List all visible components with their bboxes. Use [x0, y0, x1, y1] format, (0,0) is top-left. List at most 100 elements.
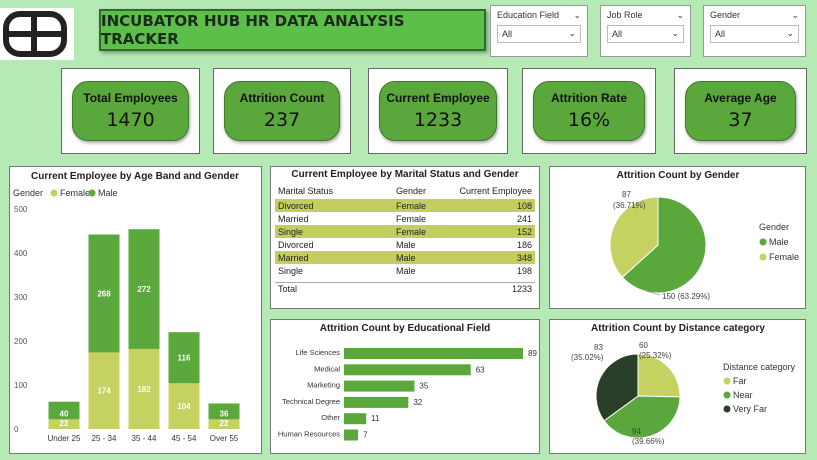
legend-title: Distance category — [723, 362, 796, 372]
pie-slice-very-far[interactable] — [595, 353, 639, 422]
pie-slice-near[interactable] — [603, 395, 681, 439]
y-tick-label: 400 — [14, 249, 28, 258]
table-row[interactable]: Single Female 152 — [275, 225, 535, 238]
leader-line — [634, 200, 644, 210]
slice-label: 87 — [622, 190, 631, 199]
job-role-filter[interactable]: Job Role ⌄ All ⌄ — [600, 5, 691, 57]
x-tick-label: 25 - 34 — [92, 434, 117, 443]
y-tick-label: 500 — [14, 205, 28, 214]
bar-data-label: 182 — [137, 385, 151, 394]
filter-value: All — [715, 29, 726, 39]
bar[interactable] — [344, 364, 471, 376]
kpi-label: Attrition Rate — [551, 91, 627, 105]
age-band-chart-panel: Current Employee by Age Band and Gender … — [9, 166, 262, 454]
company-logo — [0, 8, 74, 60]
gender-filter[interactable]: Gender ⌄ All ⌄ — [703, 5, 806, 57]
table-cell-count: 186 — [516, 239, 532, 250]
pie-slice-male[interactable] — [621, 196, 707, 294]
legend-female-label: Female — [60, 188, 90, 198]
bar[interactable] — [344, 380, 415, 392]
total-value: 1233 — [455, 281, 535, 295]
education-field-select[interactable]: All ⌄ — [497, 25, 581, 43]
table-title: Current Employee by Marital Status and G… — [291, 169, 519, 180]
filter-label: Job Role — [607, 10, 643, 20]
education-field-filter[interactable]: Education Field ⌄ All ⌄ — [490, 5, 588, 57]
bar-data-label: 116 — [178, 354, 191, 363]
table-cell-status: Single — [275, 225, 393, 238]
bar-male[interactable] — [48, 401, 80, 420]
slice-label: (39.66%) — [632, 437, 665, 446]
distance-category-chart-panel: Attrition Count by Distance category Dis… — [549, 319, 806, 454]
bar-female[interactable] — [88, 352, 120, 429]
kpi-attrition-rate: Attrition Rate 16% — [522, 68, 656, 154]
education-field-chart: Attrition Count by Educational Field Lif… — [278, 323, 537, 441]
bar-female[interactable] — [48, 419, 80, 429]
table-cell-gender: Male — [393, 251, 455, 264]
bar-female[interactable] — [208, 419, 240, 429]
gender-select[interactable]: All ⌄ — [710, 25, 799, 43]
table-cell-count: 108 — [455, 199, 535, 212]
pie-slice-far[interactable] — [637, 353, 681, 398]
legend-title: Gender — [13, 188, 43, 198]
bar-data-label: 104 — [177, 402, 191, 411]
table-row[interactable]: Divorced Female 108 — [275, 199, 535, 212]
bar[interactable] — [344, 429, 359, 441]
bar[interactable] — [344, 396, 409, 408]
bar-female[interactable] — [128, 348, 160, 429]
page-title: INCUBATOR HUB HR DATA ANALYSIS TRACKER — [101, 12, 405, 48]
table-row[interactable]: Single Male 198 — [275, 264, 535, 277]
y-tick-label: 200 — [14, 337, 28, 346]
slice-label: (25.32%) — [639, 351, 672, 360]
bar-data-label: 11 — [371, 414, 380, 423]
table-cell-count: 152 — [455, 225, 535, 238]
chevron-down-icon[interactable]: ⌄ — [791, 10, 799, 20]
table-cell-gender: Male — [396, 265, 416, 276]
kpi-label: Average Age — [704, 91, 777, 105]
age-band-chart: Current Employee by Age Band and Gender … — [13, 171, 240, 443]
kpi-value: 1470 — [106, 109, 155, 131]
table-row[interactable]: Divorced Male 186 — [275, 238, 535, 251]
bar-data-label: 22 — [60, 419, 69, 428]
bar-female[interactable] — [168, 383, 200, 429]
chevron-down-icon: ⌄ — [671, 28, 679, 38]
legend-male-label: Male — [98, 188, 118, 198]
legend-marker — [759, 238, 767, 246]
kpi-label: Total Employees — [83, 91, 178, 105]
table-row[interactable]: Married Male 348 — [275, 251, 535, 264]
bar-data-label: 40 — [60, 409, 69, 418]
bar-male[interactable] — [168, 332, 200, 384]
chevron-down-icon[interactable]: ⌄ — [676, 10, 684, 20]
bar-male[interactable] — [128, 229, 160, 349]
legend-title: Gender — [759, 222, 789, 232]
y-tick-label: 300 — [14, 293, 28, 302]
kpi-label: Current Employee — [386, 91, 490, 105]
bar-male[interactable] — [88, 234, 120, 353]
kpi-label: Attrition Count — [239, 91, 325, 105]
legend-label: Far — [733, 376, 747, 386]
bar[interactable] — [344, 413, 367, 425]
bar-data-label: 22 — [220, 419, 229, 428]
bar[interactable] — [344, 348, 523, 359]
table-total-row: Total 1233 — [275, 281, 535, 295]
table-row[interactable]: Married Female 241 — [275, 212, 535, 225]
kpi-pill: Current Employee 1233 — [379, 81, 497, 141]
legend-marker — [723, 391, 731, 399]
marital-status-table-panel: Current Employee by Marital Status and G… — [270, 166, 540, 309]
y-tick-label: Technical Degree — [282, 397, 340, 406]
chevron-down-icon[interactable]: ⌄ — [573, 10, 581, 20]
kpi-value: 37 — [728, 109, 753, 131]
filter-label: Education Field — [497, 10, 560, 20]
kpi-total-employees: Total Employees 1470 — [61, 68, 200, 154]
bar-data-label: 63 — [476, 365, 485, 374]
job-role-select[interactable]: All ⌄ — [607, 25, 684, 43]
bar-male[interactable] — [208, 403, 240, 420]
table-cell-status: Married — [275, 251, 393, 264]
bar-data-label: 7 — [363, 431, 368, 440]
x-tick-label: 35 - 44 — [132, 434, 157, 443]
bar-data-label: 32 — [413, 398, 422, 407]
table-cell-gender: Female — [393, 225, 455, 238]
pie-slice-female[interactable] — [609, 196, 659, 278]
table-cell-count: 198 — [516, 265, 532, 276]
legend-marker — [723, 405, 731, 413]
legend-marker — [759, 253, 767, 261]
